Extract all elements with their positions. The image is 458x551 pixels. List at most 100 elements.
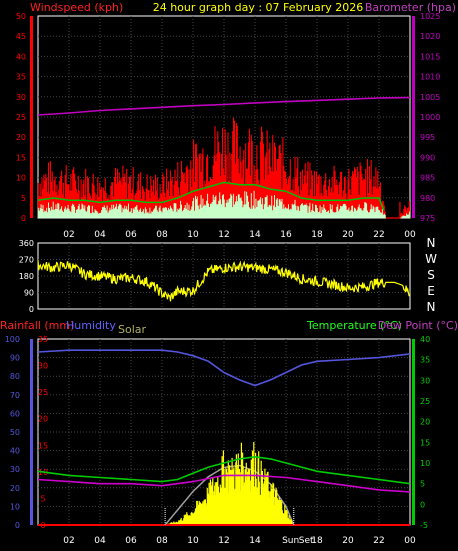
- humidity-tick-label: 30: [10, 465, 20, 474]
- barometer-axis-title: Barometer (hpa): [365, 1, 456, 14]
- barometer-tick-label: 975: [420, 214, 435, 223]
- direction-tick-label: 0: [29, 305, 34, 314]
- windspeed-tick-label: 30: [16, 93, 26, 102]
- humidity-tick-label: 0: [15, 521, 20, 530]
- rainfall-tick-label: 30: [38, 362, 48, 371]
- barometer-tick-label: 980: [420, 194, 435, 203]
- barometer-tick-label: 1005: [420, 93, 440, 102]
- temperature-tick-label: 5: [420, 480, 425, 489]
- temperature-tick-label: 20: [420, 418, 430, 427]
- x-tick-label: 18: [311, 230, 323, 240]
- humidity-tick-label: 60: [10, 409, 20, 418]
- x-tick-label: 04: [94, 230, 106, 240]
- compass-labels: N W S E N: [425, 236, 437, 314]
- set-label: Set: [299, 536, 314, 546]
- compass-e: E: [427, 284, 435, 298]
- rainfall-tick-label: 15: [38, 441, 48, 450]
- x-tick-label: 00: [404, 230, 416, 240]
- x-tick-label: 08: [156, 230, 168, 240]
- x-tick-label: 14: [249, 230, 261, 240]
- windspeed-tick-label: 15: [16, 153, 26, 162]
- compass-s: S: [427, 268, 435, 282]
- rainfall-tick-label: 35: [38, 335, 48, 344]
- x-tick-label: 22: [373, 536, 384, 546]
- barometer-series: [37, 96, 411, 116]
- x-tick-label: 12: [218, 230, 229, 240]
- humidity-axis-title: Humidity: [66, 319, 116, 332]
- compass-n-top: N: [427, 236, 436, 250]
- barometer-axis-bar: [412, 16, 415, 218]
- x-tick-label: 04: [94, 536, 106, 546]
- x-tick-label: 22: [373, 230, 384, 240]
- temperature-tick-label: 10: [420, 459, 430, 468]
- wind-barometer-panel: 0510152025303540455097598098599099510001…: [16, 12, 441, 240]
- temperature-axis-bar: [412, 339, 415, 525]
- wind-direction-panel: 0 90 180 270 360: [19, 239, 411, 314]
- x-tick-label: 14: [249, 536, 261, 546]
- sun-label: Sun: [282, 536, 299, 546]
- windspeed-tick-label: 25: [16, 113, 26, 122]
- wind-direction-series: [37, 260, 410, 302]
- wind-low-series: [37, 190, 410, 218]
- x-tick-label: 06: [125, 230, 137, 240]
- temperature-humidity-panel: 0 10 20 30 40 50 60 70 80 90 10 00 5 10 15 20 25 30 35 -5 0 5…: [5, 335, 430, 546]
- humidity-tick-label: 50: [10, 428, 20, 437]
- rainfall-tick-label: 5: [40, 494, 45, 503]
- barometer-tick-label: 1015: [420, 52, 440, 61]
- solar-label: Solar: [118, 323, 147, 336]
- windspeed-tick-label: 35: [16, 73, 26, 82]
- humidity-tick-label: 10: [10, 502, 20, 511]
- solar-series: [162, 442, 294, 525]
- x-tick-label: 08: [156, 536, 168, 546]
- barometer-tick-label: 990: [420, 153, 435, 162]
- x-tick-label: 20: [342, 230, 354, 240]
- windspeed-tick-label: 45: [16, 32, 26, 41]
- rainfall-tick-label: 20: [38, 415, 48, 424]
- dewpoint-axis-title: Dew Point (°C): [378, 319, 458, 332]
- x-tick-label: 10: [187, 230, 199, 240]
- humidity-series: [37, 349, 411, 387]
- humidity-tick-label: 40: [10, 447, 20, 456]
- temperature-tick-label: 35: [420, 356, 430, 365]
- temperature-tick-label: -5: [420, 521, 428, 530]
- barometer-tick-label: 1010: [420, 73, 440, 82]
- direction-tick-label: 360: [19, 239, 34, 248]
- windspeed-tick-label: 40: [16, 52, 26, 61]
- windspeed-tick-label: 0: [21, 214, 26, 223]
- temperature-tick-label: 25: [420, 397, 430, 406]
- x-tick-label: 18: [311, 536, 323, 546]
- windspeed-axis-bar: [30, 16, 33, 218]
- humidity-axis-bar: [30, 339, 33, 525]
- barometer-tick-label: 1025: [420, 12, 440, 21]
- x-tick-label: 16: [280, 230, 292, 240]
- temperature-tick-label: 30: [420, 376, 430, 385]
- barometer-tick-label: 1000: [420, 113, 440, 122]
- windspeed-tick-label: 5: [21, 194, 26, 203]
- humidity-tick-label: 80: [10, 372, 20, 381]
- x-tick-label: 06: [125, 536, 137, 546]
- direction-tick-label: 270: [19, 256, 34, 265]
- wind-average-series: [37, 181, 385, 211]
- windspeed-tick-label: 50: [16, 12, 26, 21]
- x-tick-label: 00: [404, 536, 416, 546]
- temperature-series: [37, 455, 411, 485]
- x-tick-label: 20: [342, 536, 354, 546]
- compass-n-bottom: N: [427, 300, 436, 314]
- humidity-tick-label: 70: [10, 391, 20, 400]
- direction-tick-label: 90: [24, 289, 34, 298]
- rainfall-tick-label: 25: [38, 388, 48, 397]
- x-tick-label: 02: [63, 230, 74, 240]
- compass-w: W: [425, 252, 437, 266]
- dewpoint-series: [37, 474, 411, 493]
- windspeed-tick-label: 10: [16, 174, 26, 183]
- temperature-tick-label: 0: [420, 500, 425, 509]
- windspeed-tick-label: 20: [16, 133, 26, 142]
- humidity-tick-label: 100: [5, 335, 20, 344]
- rainfall-axis-title: Rainfall (mm): [0, 319, 74, 332]
- x-tick-label: 12: [218, 536, 229, 546]
- windspeed-late-segment: [385, 201, 401, 219]
- direction-tick-label: 180: [19, 272, 34, 281]
- barometer-tick-label: 985: [420, 174, 435, 183]
- humidity-tick-label: 20: [10, 484, 20, 493]
